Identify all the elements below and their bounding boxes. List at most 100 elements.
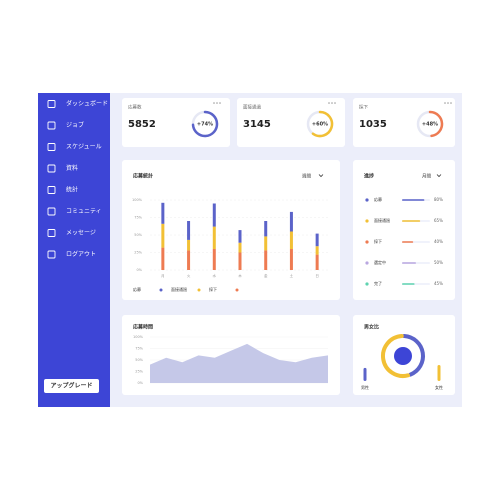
- bar-segment: [289, 211, 293, 232]
- bar-segment: [212, 249, 216, 270]
- y-tick-label: 25%: [135, 370, 143, 374]
- y-tick-label: 0%: [137, 381, 143, 385]
- menu-icon[interactable]: [47, 186, 56, 194]
- stat-value: 1035: [359, 119, 387, 130]
- legend-label: 採下: [209, 286, 217, 292]
- menu-icon[interactable]: [47, 250, 56, 259]
- area: [150, 343, 328, 383]
- menu-item[interactable]: メッセージ: [66, 230, 96, 237]
- ring-progress: [428, 110, 444, 138]
- stat-value: 5852: [128, 119, 156, 130]
- menu-item[interactable]: コミュニティ: [66, 208, 102, 215]
- legend-label: 応募: [133, 286, 141, 292]
- bar-segment: [264, 236, 268, 251]
- menu-item[interactable]: 統計: [66, 186, 78, 194]
- more-dot[interactable]: [219, 102, 221, 104]
- stat-title: 採下: [359, 104, 368, 111]
- y-tick-label: 100%: [133, 335, 144, 339]
- x-tick-label: 水: [213, 273, 217, 278]
- legend-label: 面接通過: [171, 286, 187, 292]
- x-tick-label: 月: [161, 273, 165, 278]
- more-dot[interactable]: [216, 102, 218, 104]
- more-dot[interactable]: [331, 102, 333, 104]
- period-select[interactable]: 週間: [302, 173, 311, 180]
- dropdown-icon[interactable]: [436, 174, 442, 178]
- y-tick-label: 25%: [134, 251, 142, 255]
- bar-segment: [238, 230, 242, 243]
- y-tick-label: 0%: [136, 268, 142, 272]
- progress-value: 45%: [434, 281, 443, 286]
- side-bar: [363, 367, 367, 381]
- bar-segment: [187, 239, 191, 251]
- menu-icon[interactable]: [47, 229, 56, 237]
- more-dot[interactable]: [334, 102, 336, 104]
- bar-segment: [289, 231, 293, 249]
- stat-title: 面接通過: [243, 104, 261, 111]
- status-dot: [365, 261, 369, 265]
- more-dot[interactable]: [447, 102, 449, 104]
- x-tick-label: 金: [264, 273, 268, 278]
- progress-bar: [402, 262, 416, 264]
- progress-bar: [402, 220, 421, 222]
- status-dot: [365, 240, 369, 244]
- status-label: 選定中: [374, 259, 386, 265]
- bar-segment: [238, 242, 242, 253]
- stat-title: 応募数: [128, 104, 142, 111]
- menu-item[interactable]: スケジュール: [66, 144, 102, 151]
- donut-slice: [402, 334, 425, 377]
- more-dot[interactable]: [213, 102, 215, 104]
- progress-value: 40%: [434, 239, 443, 244]
- progress-bar: [402, 283, 415, 285]
- sidebar: [38, 93, 110, 407]
- status-label: 完了: [374, 280, 382, 286]
- upgrade-label[interactable]: アップグレード: [50, 382, 92, 390]
- donut-slice: [381, 334, 410, 378]
- menu-item[interactable]: 資料: [66, 164, 78, 172]
- bar-segment: [212, 226, 216, 249]
- card: [122, 160, 340, 300]
- more-dot[interactable]: [444, 102, 446, 104]
- progress-bar: [402, 199, 425, 201]
- dropdown-icon[interactable]: [318, 174, 324, 178]
- side-bar: [437, 365, 441, 381]
- progress-value: 65%: [434, 218, 443, 223]
- menu-item[interactable]: ダッシュボード: [66, 100, 108, 108]
- legend-dot: [197, 288, 201, 292]
- ring-progress: [311, 110, 334, 138]
- menu-icon[interactable]: [47, 100, 56, 108]
- legend-dot: [235, 288, 239, 292]
- period-select[interactable]: 月間: [422, 174, 431, 180]
- x-tick-label: 土: [290, 273, 294, 278]
- stat-change: +74%: [197, 122, 213, 128]
- bar-segment: [315, 233, 319, 247]
- menu-item[interactable]: ログアウト: [66, 250, 96, 258]
- bar-segment: [212, 203, 216, 227]
- y-tick-label: 50%: [134, 233, 142, 237]
- x-tick-label: 木: [238, 273, 242, 278]
- bar-segment: [161, 202, 165, 224]
- bar-segment: [315, 246, 319, 255]
- menu-item[interactable]: ジョブ: [66, 121, 84, 129]
- more-dot[interactable]: [328, 102, 330, 104]
- progress-value: 50%: [434, 260, 443, 265]
- upgrade-button[interactable]: [44, 379, 99, 393]
- status-dot: [365, 219, 369, 223]
- bar-segment: [187, 221, 191, 240]
- menu-icon[interactable]: [47, 164, 56, 173]
- more-dot[interactable]: [450, 102, 452, 104]
- legend-label: 女性: [435, 384, 443, 390]
- legend-label: 男性: [361, 384, 369, 390]
- bar-segment: [289, 249, 293, 270]
- menu-icon[interactable]: [47, 207, 56, 216]
- chart-title: 応募時間: [132, 324, 153, 331]
- bar-segment: [161, 223, 165, 248]
- status-dot: [365, 198, 369, 202]
- chart-title: 男女比: [363, 324, 379, 331]
- status-label: 面接通過: [374, 217, 390, 223]
- x-tick-label: 火: [187, 273, 191, 278]
- x-tick-label: 日: [315, 274, 319, 278]
- y-tick-label: 75%: [134, 216, 142, 220]
- menu-icon[interactable]: [47, 143, 56, 151]
- menu-icon[interactable]: [47, 121, 56, 130]
- bar-segment: [264, 250, 268, 270]
